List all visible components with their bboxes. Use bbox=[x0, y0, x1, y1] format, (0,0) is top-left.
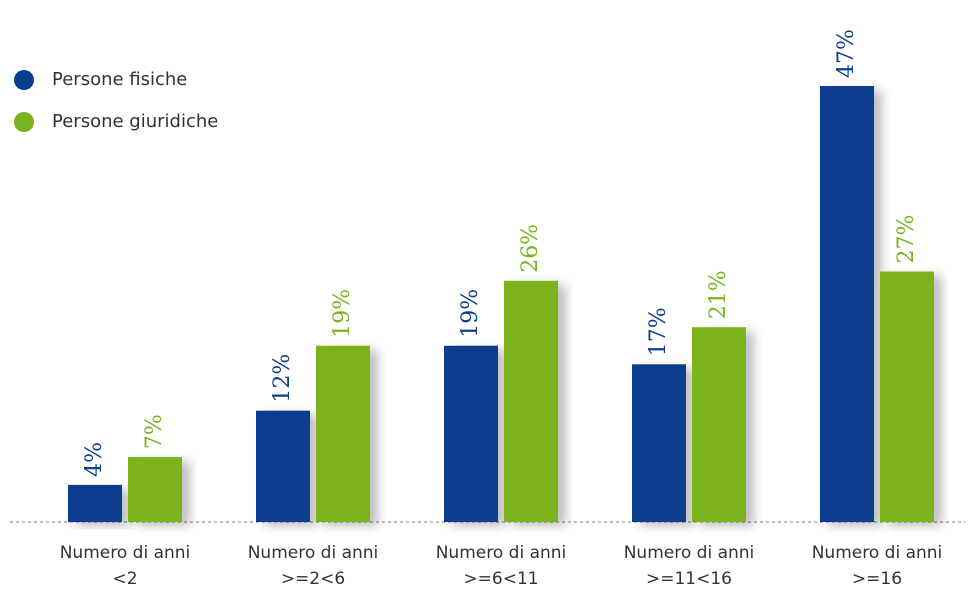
bar bbox=[68, 484, 122, 522]
value-label: 26% bbox=[518, 224, 543, 273]
value-label: 47% bbox=[834, 29, 859, 78]
bar bbox=[820, 86, 874, 522]
value-label: 27% bbox=[894, 215, 919, 264]
x-tick-label: Numero di anni <2 bbox=[59, 543, 191, 589]
bar bbox=[880, 271, 934, 522]
x-tick-label: Numero di anni >=2<6 bbox=[247, 543, 379, 589]
bar bbox=[316, 345, 370, 522]
value-label: 12% bbox=[270, 354, 295, 403]
bar bbox=[692, 327, 746, 522]
legend-marker bbox=[14, 112, 34, 132]
x-tick-label: Numero di anni >=11<16 bbox=[623, 543, 755, 589]
x-tick-label: Numero di anni >=6<11 bbox=[435, 543, 567, 589]
value-label: 19% bbox=[330, 289, 355, 338]
value-label: 17% bbox=[646, 307, 671, 356]
bar bbox=[256, 410, 310, 522]
bar bbox=[504, 280, 558, 522]
legend-label: Persone giuridiche bbox=[52, 111, 218, 132]
bar bbox=[632, 364, 686, 522]
value-label: 7% bbox=[142, 414, 167, 449]
bar bbox=[128, 457, 182, 522]
value-label: 21% bbox=[706, 270, 731, 319]
legend-marker bbox=[14, 70, 34, 90]
legend-label: Persone fisiche bbox=[52, 69, 187, 90]
value-label: 19% bbox=[458, 289, 483, 338]
value-label: 4% bbox=[82, 442, 107, 477]
bar bbox=[444, 345, 498, 522]
x-tick-label: Numero di anni >=16 bbox=[811, 543, 943, 589]
